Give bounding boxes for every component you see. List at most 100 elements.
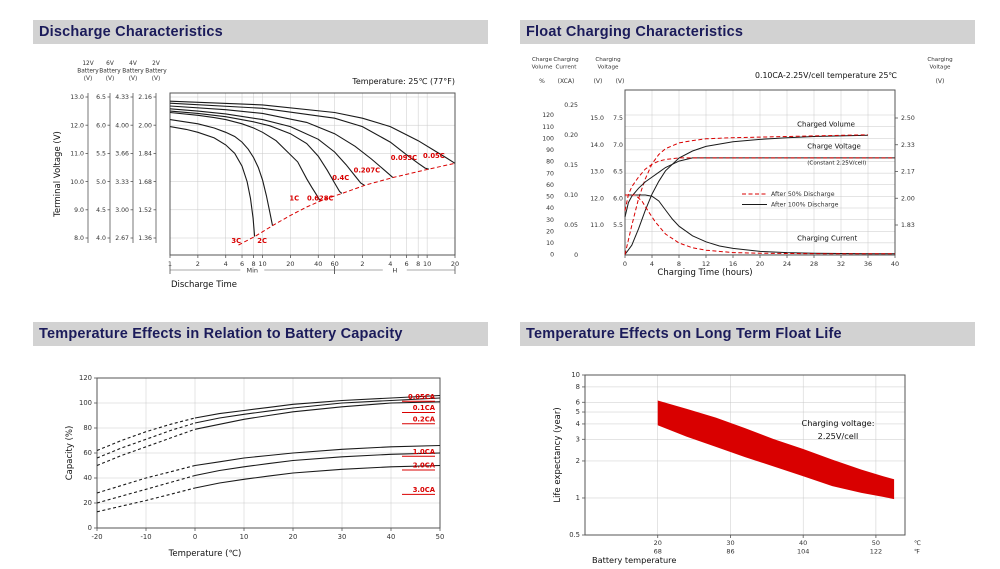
series-label: 0.1CA [413,404,436,412]
y-tick-label: 2 [576,457,580,465]
x-tick-label: 40 [387,533,396,541]
curve-charge-voltage-after-50pct-discharge [624,157,895,211]
axis-unit: (XCA) [558,78,575,85]
x-group-label: Min [247,267,259,275]
x-tick-label: 2 [360,260,364,268]
y-axis-title: (V) [129,76,138,82]
y-tick-label: 11.0 [70,151,84,158]
curve-label: 0.628C [307,194,334,202]
section-temperature-capacity: Temperature Effects in Relation to Batte… [33,322,488,562]
x-tick-label-fahrenheit: 122 [870,548,882,556]
y-tick-label: 50 [546,194,554,201]
curve-charged-volume-after-100pct-discharge [624,134,869,255]
y-tick-label: 12.0 [590,195,604,202]
x-tick-label: -10 [140,533,151,541]
x-tick-label: 1 [168,260,172,268]
x-tick-label: 12 [702,260,710,268]
curve-0.628C [169,110,343,194]
temperature-capacity-chart: 0 20 40 60 80 100 120 -20 -10 0 10 20 30 40 50 Capacity… [65,374,444,559]
y-tick-label: 60 [546,182,554,189]
section-title-float-charging: Float Charging Characteristics [526,24,744,40]
series-label: 1.0CA [413,448,436,456]
section-discharge: Discharge Characteristics 12V Battery (V) 1… [33,20,488,294]
curve-label: 0.093C [391,154,418,162]
curve-3C [169,126,256,237]
y-axis-title: 12V [82,61,93,67]
axis-unit: (V) [616,78,625,85]
y-tick-label: 1.52 [138,207,152,214]
curve-charging-current-after-50pct-discharge [625,194,895,255]
y-tick-label: 15.0 [590,115,604,122]
y-tick-label: 0.10 [564,192,578,199]
y-tick-label: 20 [546,228,554,235]
legend-label: After 50% Discharge [771,191,835,198]
y-tick-label: 2.17 [901,169,915,176]
y-tick-label: 10 [546,240,554,247]
x-tick-label: 10 [423,260,431,268]
x-tick-label: 28 [810,260,818,268]
y-axis-title: (V) [152,76,161,82]
axis-header: Charging [927,57,953,63]
y-axis-label: Terminal Voltage (V) [53,131,63,218]
x-axis-label: Charging Time (hours) [657,268,752,278]
x-tick-label: 2 [196,260,200,268]
axis-unit: (V) [936,78,945,85]
x-unit-celsius: ℃ [914,540,921,547]
curve-label: 0.4C [332,174,349,182]
y-tick-label: 11.0 [590,222,604,229]
y-tick-label: 5 [576,408,580,416]
curve-charged-volume-after-50pct-discharge [624,134,869,255]
y-tick-label: 12.0 [70,122,84,129]
x-tick-label: 0 [193,533,197,541]
y-tick-label: 4.33 [115,94,129,101]
y-tick-label: 7.5 [613,115,623,122]
section-float-charging: Float Charging Characteristics 120 110 100… [520,20,975,294]
curve-label: Charging Current [797,235,857,243]
section-header-float-charging: Float Charging Characteristics [520,20,975,44]
y-tick-label: 7.0 [613,142,623,149]
y-tick-label: 120 [79,374,92,382]
curve-0.05C [169,100,456,164]
x-tick-label: 20 [289,533,298,541]
series-label: 0.05CA [408,393,436,401]
section-float-life: Temperature Effects on Long Term Float L… [520,322,975,566]
x-tick-label: 60 [330,260,338,268]
x-tick-label-fahrenheit: 104 [797,548,809,556]
y-tick-label: 2.67 [115,235,129,242]
x-tick-label-fahrenheit: 86 [726,548,734,556]
y-tick-label: 2.00 [138,122,152,129]
curve-label: 0.207C [354,166,381,174]
y-tick-label: 60 [83,449,92,457]
y-tick-label: 70 [546,170,554,177]
section-header-discharge: Discharge Characteristics [33,20,488,44]
axis-header: Voltage [598,65,620,71]
x-tick-label: 4 [650,260,654,268]
y-tick-label: 6.0 [96,122,106,129]
y-axis-title: 2V [152,61,160,67]
curve-label: 2C [257,237,267,245]
plot-border [169,92,456,256]
x-tick-label: 16 [729,260,737,268]
curve-label: 3C [231,237,241,245]
series-label: 2.0CA [413,462,436,470]
y-axis-title: Battery [77,69,99,75]
x-tick-label: 20 [286,260,294,268]
curve-label: Charge Voltage [807,142,861,150]
curve-0.207C [169,105,394,178]
series-label: 0.2CA [413,415,436,423]
y-tick-label: 30 [546,217,554,224]
x-tick-label: 4 [388,260,392,268]
axis-header: Charging [553,57,579,63]
y-tick-label: 20 [83,499,92,507]
curve-0.1CA [194,397,441,424]
curve-label: Charged Volume [797,121,855,129]
y-tick-label: 1.84 [138,151,152,158]
y-tick-label: 1.83 [901,222,915,229]
y-tick-label: 3.66 [115,151,129,158]
curve-0.05CA-low-temp [96,417,196,452]
y-tick-label: 4.00 [115,122,129,129]
y-tick-label: 3 [576,436,580,444]
y-axis-title: Battery [145,69,167,75]
y-tick-label: 0.05 [564,222,578,229]
